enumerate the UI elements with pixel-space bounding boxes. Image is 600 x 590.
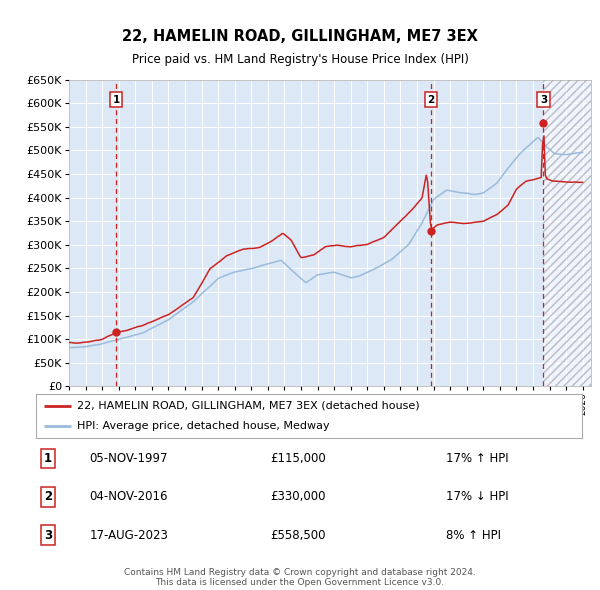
Text: £330,000: £330,000 xyxy=(271,490,326,503)
Text: 3: 3 xyxy=(44,529,52,542)
Text: 2: 2 xyxy=(427,94,434,104)
Text: This data is licensed under the Open Government Licence v3.0.: This data is licensed under the Open Gov… xyxy=(155,578,445,588)
Bar xyxy=(544,80,591,386)
Text: 1: 1 xyxy=(112,94,119,104)
Text: 17% ↑ HPI: 17% ↑ HPI xyxy=(445,452,508,465)
Text: 17% ↓ HPI: 17% ↓ HPI xyxy=(445,490,508,503)
Text: 04-NOV-2016: 04-NOV-2016 xyxy=(89,490,168,503)
Text: 22, HAMELIN ROAD, GILLINGHAM, ME7 3EX (detached house): 22, HAMELIN ROAD, GILLINGHAM, ME7 3EX (d… xyxy=(77,401,419,411)
Text: 22, HAMELIN ROAD, GILLINGHAM, ME7 3EX: 22, HAMELIN ROAD, GILLINGHAM, ME7 3EX xyxy=(122,29,478,44)
Text: 8% ↑ HPI: 8% ↑ HPI xyxy=(445,529,500,542)
Text: HPI: Average price, detached house, Medway: HPI: Average price, detached house, Medw… xyxy=(77,421,329,431)
Text: 17-AUG-2023: 17-AUG-2023 xyxy=(89,529,168,542)
Text: 2: 2 xyxy=(44,490,52,503)
Text: Contains HM Land Registry data © Crown copyright and database right 2024.: Contains HM Land Registry data © Crown c… xyxy=(124,568,476,577)
Text: Price paid vs. HM Land Registry's House Price Index (HPI): Price paid vs. HM Land Registry's House … xyxy=(131,53,469,65)
Text: £558,500: £558,500 xyxy=(271,529,326,542)
Text: 1: 1 xyxy=(44,452,52,465)
Text: 05-NOV-1997: 05-NOV-1997 xyxy=(89,452,168,465)
Text: 3: 3 xyxy=(540,94,547,104)
Text: £115,000: £115,000 xyxy=(270,452,326,465)
